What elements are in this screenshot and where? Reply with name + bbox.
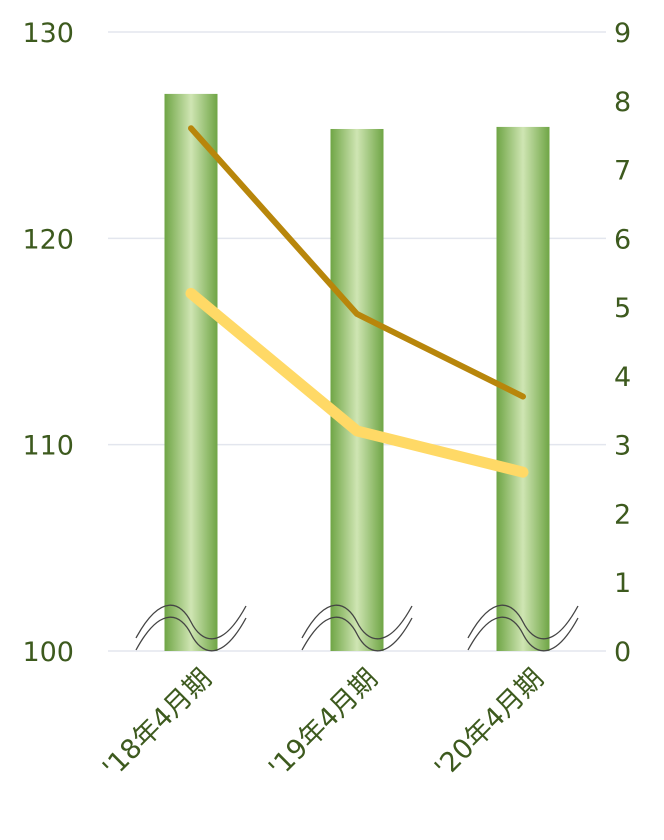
right-axis-ticks: 0 1 2 3 4 5 6 7 8 9: [614, 18, 631, 668]
left-axis-ticks: 100 110 120 130: [22, 18, 74, 668]
axis-break-mark: [301, 604, 413, 640]
line-series-path: [188, 125, 526, 400]
axis-break-mark: [135, 616, 247, 652]
right-tick-label: 7: [614, 156, 631, 187]
axis-break-marks: [135, 604, 579, 652]
line-series: [185, 125, 529, 478]
right-tick-label: 6: [614, 224, 631, 255]
right-tick-label: 8: [614, 87, 631, 118]
axis-break-mark: [301, 616, 413, 652]
right-tick-label: 5: [614, 293, 631, 324]
category-label: '20年4月期: [429, 663, 550, 784]
right-tick-label: 2: [614, 499, 631, 530]
right-tick-label: 4: [614, 362, 631, 393]
right-tick-label: 0: [614, 637, 631, 668]
bar: [330, 128, 384, 651]
axis-break-mark: [467, 616, 579, 652]
left-tick-label: 120: [22, 224, 74, 255]
bar: [164, 93, 218, 651]
right-tick-label: 3: [614, 431, 631, 462]
axis-break-mark: [135, 604, 247, 640]
category-label: '19年4月期: [263, 663, 384, 784]
bar-series: [164, 93, 550, 651]
category-label: '18年4月期: [97, 663, 218, 784]
axis-break-mark: [467, 604, 579, 640]
right-tick-label: 1: [614, 568, 631, 599]
left-tick-label: 100: [22, 637, 74, 668]
right-tick-label: 9: [614, 18, 631, 49]
category-labels: '18年4月期 '19年4月期 '20年4月期: [97, 663, 550, 784]
left-tick-label: 110: [22, 431, 74, 462]
left-tick-label: 130: [22, 18, 74, 49]
line-series-path: [185, 287, 529, 478]
